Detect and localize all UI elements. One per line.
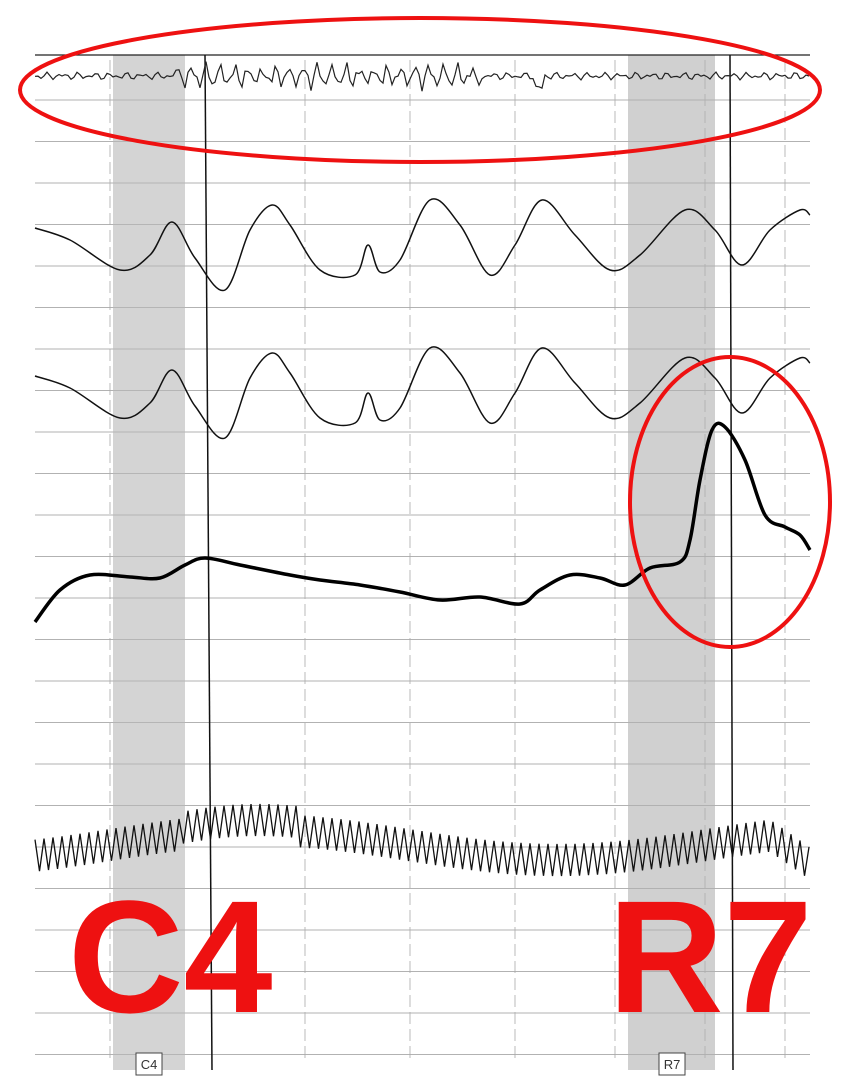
marker-box <box>135 1052 163 1076</box>
event-label: C4 <box>68 867 273 1046</box>
highlight-ellipse <box>628 355 832 649</box>
marker-label: C4 <box>141 1057 158 1072</box>
highlight-ellipse <box>18 16 822 164</box>
shaded-band <box>628 55 715 1070</box>
event-line <box>729 54 734 1071</box>
event-line <box>204 54 213 1071</box>
traces <box>33 61 812 877</box>
trace <box>33 421 812 624</box>
shaded-band <box>113 55 185 1070</box>
event-label: R7 <box>608 867 813 1046</box>
marker-box <box>658 1052 686 1076</box>
marker-label: R7 <box>664 1057 681 1072</box>
trace <box>34 803 810 877</box>
trace <box>34 198 811 292</box>
trace <box>34 61 810 92</box>
trace <box>34 346 811 440</box>
